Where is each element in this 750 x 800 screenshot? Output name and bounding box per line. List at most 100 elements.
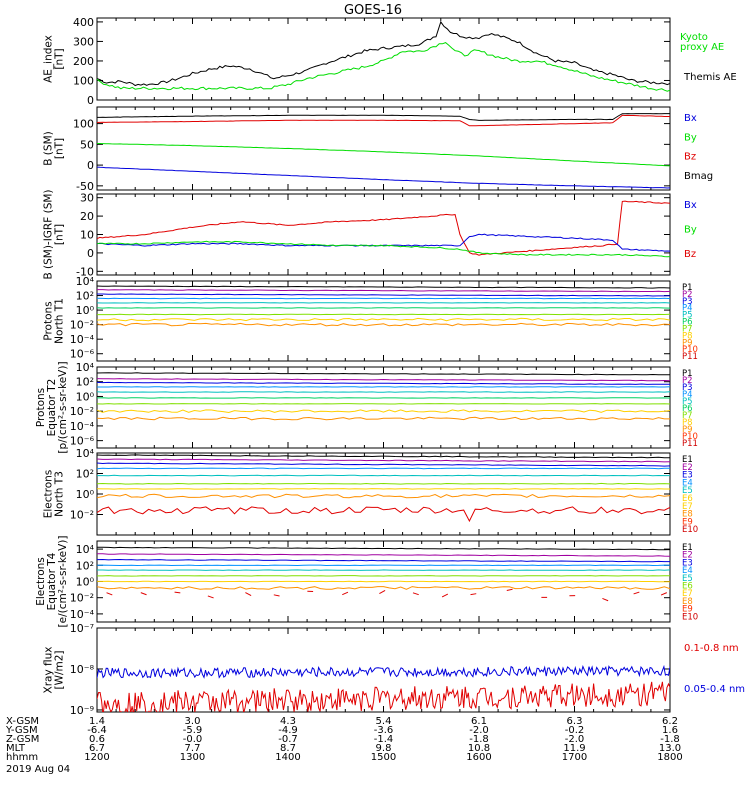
legend-entry: 0.05-0.4 nm — [684, 684, 745, 695]
channel-dash — [633, 591, 640, 595]
series-bmag — [97, 113, 670, 121]
x-axis-value: 6.3 — [567, 716, 583, 727]
legend-entry: E4 — [682, 566, 693, 576]
legend-entry: Bmag — [684, 171, 713, 182]
y-axis-label: Equator T4 — [46, 552, 58, 610]
y-tick-label: 10⁴ — [76, 361, 95, 374]
legend-entry: E3 — [682, 558, 693, 568]
y-axis-label: North T3 — [54, 471, 66, 517]
y-axis-label: Equator T2 — [46, 379, 58, 437]
panel-e-north: 10⁴ 10² 10⁰ 10⁻² Electrons North T3 E1E2E3E4E5… — [43, 447, 698, 536]
y-tick-label: 10⁰ — [76, 390, 95, 403]
y-tick-label: 100 — [73, 74, 94, 87]
legend-entry: E5 — [682, 574, 693, 584]
channel-line — [97, 482, 670, 485]
channel-line — [97, 575, 670, 577]
y-tick-label: 50 — [80, 138, 94, 151]
y-tick-label: 0 — [87, 247, 94, 260]
channel-line — [97, 317, 670, 322]
y-tick-label: 10⁴ — [76, 447, 95, 460]
x-axis-value: 1300 — [180, 752, 205, 763]
x-axis-value: 6.1 — [471, 716, 487, 727]
legend-entry: Bz — [684, 249, 696, 260]
x-axis-value: 1700 — [562, 752, 587, 763]
x-axis-value: -6.4 — [87, 725, 107, 736]
legend-entry: P2 — [682, 290, 693, 300]
legend-entry: P7 — [682, 324, 693, 334]
x-axis-value: -2.0 — [565, 734, 585, 745]
y-axis-label: [e/(cm²-s-sr-keV)] — [57, 536, 69, 628]
x-axis-value: 11.9 — [563, 743, 585, 754]
legend-entry: P10 — [682, 345, 698, 355]
legend-entry: P7 — [682, 411, 693, 421]
series-group — [97, 113, 670, 189]
x-axis-value: 4.3 — [280, 716, 296, 727]
series-by — [97, 240, 670, 258]
x-axis-value: -1.8 — [469, 734, 489, 745]
y-tick-label: 200 — [73, 55, 94, 68]
legend-entry: E8 — [682, 597, 693, 607]
y-tick-label: 10⁴ — [76, 275, 95, 288]
legend-entry: Bx — [684, 113, 697, 124]
y-axis-label: B (SM) — [43, 131, 55, 165]
x-axis-value: 6.7 — [89, 743, 105, 754]
legend-entry: P8 — [682, 331, 693, 341]
series-bz — [97, 200, 670, 256]
x-axis-row-label: Z-GSM — [6, 734, 39, 745]
x-axis-value: 1200 — [84, 752, 109, 763]
y-tick-label: 10² — [76, 376, 94, 389]
legend: Bx By Bz — [684, 200, 697, 260]
x-axis-value: 1.6 — [662, 725, 678, 736]
channel-dash — [106, 592, 113, 596]
channel-line — [97, 285, 670, 289]
x-axis-value: -1.8 — [660, 734, 680, 745]
legend-entry: Themis AE — [683, 72, 737, 83]
series-group — [97, 372, 670, 421]
y-axis-label: AE_index — [43, 35, 55, 83]
channel-dash — [379, 589, 386, 595]
y-axis-label: B (SM)-IGRF (SM) — [43, 189, 55, 279]
channel-dash — [506, 588, 513, 591]
channel-line — [97, 322, 670, 327]
channel-dash — [207, 595, 214, 599]
x-axis-value: -4.9 — [278, 725, 298, 736]
y-tick-label: 0 — [87, 159, 94, 172]
channel-line — [97, 586, 670, 590]
legend-entry: P1 — [682, 283, 693, 293]
y-axis-label: Electrons — [35, 557, 47, 606]
channel-line — [97, 569, 670, 571]
x-axis-value: -5.9 — [183, 725, 203, 736]
x-axis-value: 6.2 — [662, 716, 678, 727]
legend-entry: E2 — [682, 551, 693, 561]
legend-entry: P4 — [682, 390, 693, 400]
series-bx — [97, 233, 670, 252]
y-tick-label: 10⁰ — [76, 304, 95, 317]
x-axis-value: -0.0 — [183, 734, 203, 745]
channel-line — [97, 372, 670, 376]
x-axis-value: 13.0 — [659, 743, 681, 754]
legend-entry: P3 — [682, 383, 693, 393]
series-group — [97, 20, 670, 92]
y-tick-label: 10⁻² — [70, 509, 94, 522]
legend-entry: E9 — [682, 605, 693, 615]
y-tick-label: 10⁻⁴ — [70, 608, 95, 621]
y-tick-label: 300 — [73, 35, 94, 48]
channel-line — [97, 381, 670, 385]
y-tick-label: 10⁻⁹ — [70, 704, 94, 717]
panel-xray: 10⁻⁷ 10⁻⁸ 10⁻⁹ Xray flux [W/m2] 0.1-0.8 nm 0.0… — [43, 622, 746, 717]
y-tick-label: 10⁰ — [76, 576, 95, 589]
legend-entry: P11 — [682, 352, 698, 362]
series-bz — [97, 114, 670, 127]
y-tick-label: 10⁻⁸ — [70, 663, 95, 676]
x-axis-value: 9.8 — [376, 743, 392, 754]
legend-entry: P8 — [682, 418, 693, 428]
y-tick-label: 10² — [76, 290, 94, 303]
xray-series — [97, 681, 670, 712]
channel-line — [97, 416, 670, 421]
channel-dash — [174, 591, 181, 594]
